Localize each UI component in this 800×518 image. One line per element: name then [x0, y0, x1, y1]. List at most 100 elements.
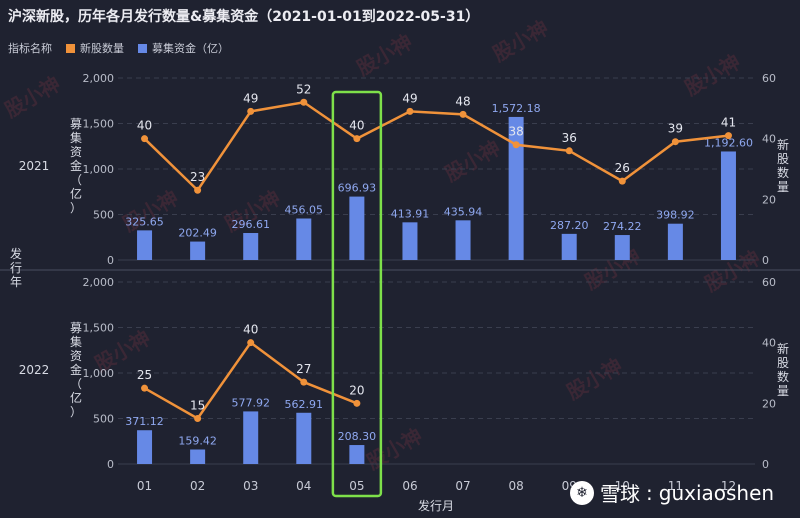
legend-swatch-bar	[138, 43, 147, 53]
snowball-logo-icon: ❄	[570, 480, 594, 505]
bar	[614, 235, 630, 260]
bar	[561, 233, 577, 260]
right-tick-label: 40	[762, 337, 776, 350]
x-tick-label: 04	[296, 479, 311, 493]
line-point	[300, 98, 308, 106]
x-tick-label: 07	[455, 479, 470, 493]
x-tick-label: 11	[668, 479, 683, 493]
left-tick-label: 2,000	[83, 276, 115, 289]
watermark-stamp: 股小神	[563, 354, 627, 405]
line-value-label: 23	[190, 170, 205, 184]
line-value-label: 40	[349, 119, 364, 133]
line-point	[512, 141, 520, 149]
x-tick-label: 05	[349, 479, 364, 493]
line-value-label: 49	[402, 91, 417, 105]
bar-value-label: 1,192.60	[704, 136, 753, 149]
watermark-stamp: 股小神	[353, 30, 417, 81]
series-line	[143, 100, 729, 193]
legend-text-funds: 募集资金（亿）	[152, 42, 229, 55]
line-point	[194, 415, 202, 422]
bar	[349, 445, 365, 464]
watermark-stamp: 股小神	[489, 16, 553, 67]
right-tick-label: 0	[762, 254, 769, 267]
left-tick-label: 0	[107, 254, 114, 267]
line-point	[300, 378, 308, 386]
bar	[667, 223, 683, 260]
bar	[190, 241, 206, 260]
x-tick-label: 10	[615, 479, 630, 493]
bar-value-label: 696.93	[338, 182, 377, 195]
x-tick-label: 06	[402, 479, 417, 493]
line-point	[353, 399, 361, 407]
x-tick-label: 12	[721, 479, 736, 493]
bar	[190, 449, 206, 464]
left-tick-label: 1,000	[83, 163, 115, 176]
right-axis-title: 新股数量	[777, 137, 789, 194]
bar-value-label: 208.30	[338, 430, 377, 443]
line-value-label: 38	[508, 125, 523, 139]
line-value-label: 49	[243, 91, 258, 105]
line-value-label: 52	[296, 82, 311, 96]
legend-item-funds[interactable]: 募集资金（亿）	[138, 40, 229, 56]
right-tick-label: 20	[762, 397, 776, 410]
left-tick-label: 0	[107, 458, 114, 471]
line-value-label: 27	[296, 362, 311, 376]
x-tick-label: 08	[508, 479, 523, 493]
line-value-label: 15	[190, 399, 205, 413]
line-point	[618, 177, 626, 185]
line-point	[671, 138, 679, 146]
right-axis-title: 新股数量	[777, 341, 789, 398]
bar-value-label: 435.94	[444, 205, 483, 218]
bar	[720, 151, 736, 260]
left-tick-label: 1,000	[83, 367, 115, 380]
line-point	[459, 110, 467, 118]
right-tick-label: 60	[762, 72, 776, 85]
legend-swatch-line	[66, 43, 75, 53]
bar-value-label: 1,572.18	[492, 102, 541, 115]
line-point	[141, 384, 149, 392]
line-point	[353, 135, 361, 143]
line-point	[141, 135, 149, 143]
bar-value-label: 296.61	[231, 218, 270, 231]
bar-value-label: 371.12	[125, 415, 164, 428]
line-value-label: 20	[349, 383, 364, 397]
left-axis-title: 募集资金（亿）	[70, 321, 82, 419]
right-tick-label: 20	[762, 193, 776, 206]
bar-value-label: 456.05	[285, 203, 324, 216]
row-axis-title: 发行年	[10, 246, 22, 289]
line-point	[724, 132, 732, 140]
bar	[137, 430, 153, 464]
bar-value-label: 159.42	[178, 434, 217, 447]
bar	[455, 220, 471, 260]
year-label: 2022	[19, 363, 50, 377]
watermark-brand: 雪球	[600, 482, 640, 506]
watermark-separator: :	[646, 480, 653, 505]
x-axis-title: 发行月	[418, 498, 454, 513]
bar-value-label: 398.92	[656, 209, 695, 222]
line-point	[247, 107, 255, 115]
bar	[508, 116, 524, 261]
bar-value-label: 202.49	[178, 227, 217, 240]
watermark-user: guxiaoshen	[658, 480, 775, 505]
bar-value-label: 577.92	[231, 396, 270, 409]
bar-value-label: 413.91	[391, 207, 430, 220]
x-tick-label: 01	[137, 479, 152, 493]
line-value-label: 40	[243, 323, 258, 337]
bar	[296, 412, 312, 464]
left-tick-label: 500	[93, 209, 114, 222]
left-tick-label: 1,500	[83, 118, 115, 131]
bar-value-label: 287.20	[550, 219, 589, 232]
line-point	[565, 147, 573, 155]
line-value-label: 26	[615, 161, 630, 175]
left-tick-label: 1,500	[83, 322, 115, 335]
legend-item-ipo-count[interactable]: 新股数量	[66, 40, 124, 56]
line-value-label: 36	[562, 131, 577, 145]
legend-text-ipo-count: 新股数量	[80, 42, 124, 55]
line-value-label: 39	[668, 122, 683, 136]
bar	[349, 196, 365, 260]
x-tick-label: 02	[190, 479, 205, 493]
left-tick-label: 2,000	[83, 72, 115, 85]
right-tick-label: 60	[762, 276, 776, 289]
line-value-label: 41	[721, 116, 736, 130]
